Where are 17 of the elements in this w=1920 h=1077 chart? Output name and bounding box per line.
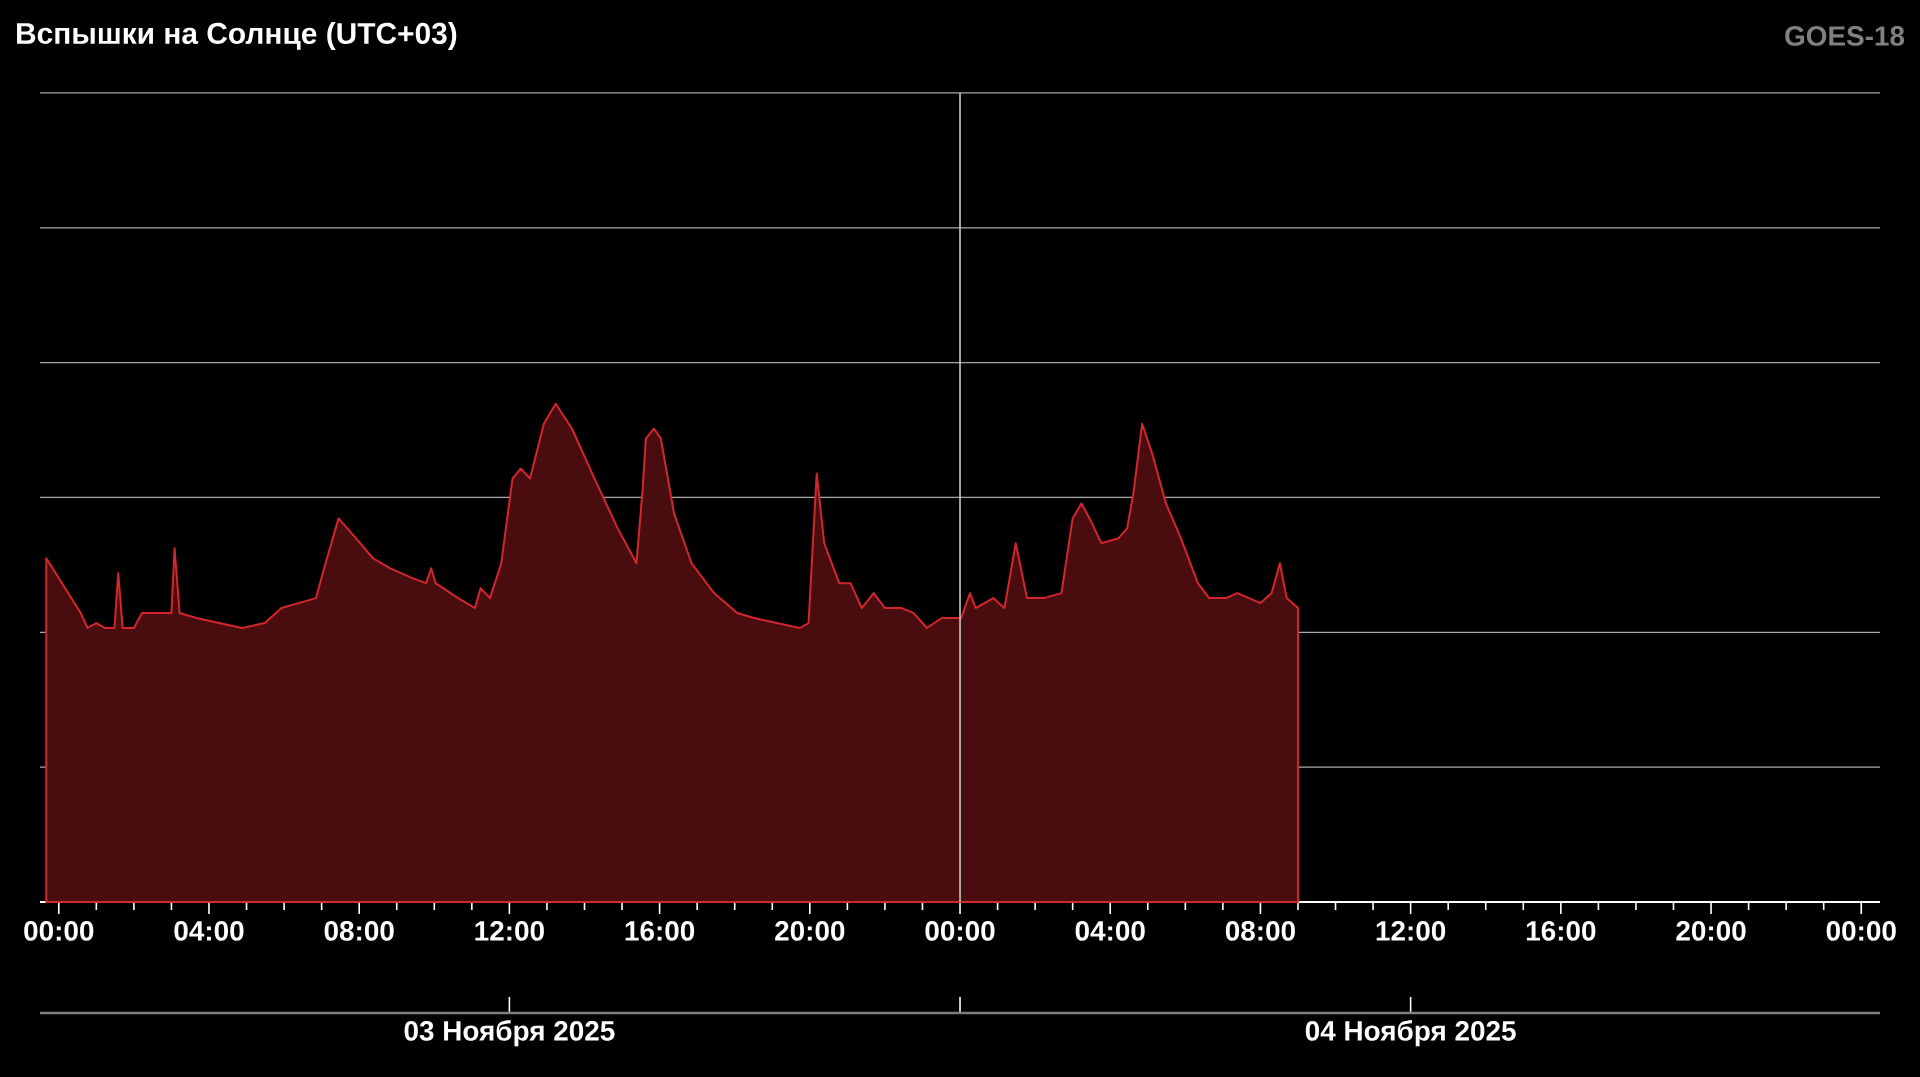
x-tick-label: 12:00 [1376,921,1446,941]
x-tick-label: 00:00 [24,921,94,941]
x2-tick-label: 03 Ноября 2025 [404,1020,615,1047]
x-tick-label: 04:00 [174,921,244,941]
x-tick-label: 12:00 [475,921,544,941]
x-tick-label: 08:00 [324,921,394,941]
x-tick-label: 04:00 [1075,921,1145,941]
x-tick-label: 16:00 [1526,921,1596,941]
x2-tick-label: 04 Ноября 2025 [1305,1020,1516,1047]
x-tick-label: 16:00 [625,921,695,941]
x-tick-label: 20:00 [775,921,845,941]
chart-subtitle: GOES-18 [1785,26,1905,46]
x-tick-label: 00:00 [925,921,995,941]
x-tick-label: 08:00 [1225,921,1295,941]
x-tick-label: 20:00 [1676,921,1746,941]
chart-title: Вспышки на Солнце (UTC+03) [17,22,457,50]
x-tick-label: 00:00 [1826,921,1896,941]
